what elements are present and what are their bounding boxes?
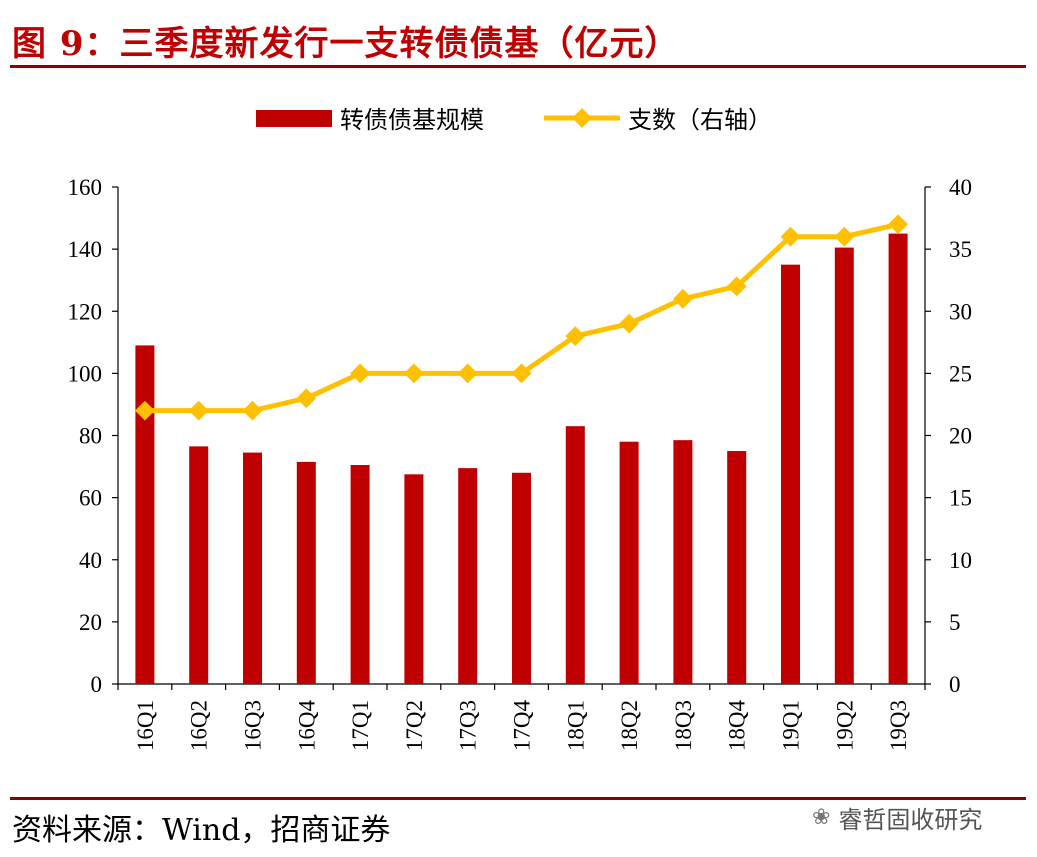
line-point [619, 313, 639, 334]
bar [404, 474, 424, 684]
y-tick-label: 80 [79, 424, 102, 449]
bar [781, 264, 800, 684]
y2-tick-label: 0 [949, 672, 961, 697]
y-tick-label: 120 [68, 299, 103, 324]
y-tick-label: 60 [79, 486, 102, 511]
x-tick-label: 16Q3 [241, 700, 266, 751]
bar [458, 468, 478, 684]
y-tick-label: 140 [68, 237, 103, 262]
x-tick-label: 16Q1 [133, 700, 158, 751]
legend-line-label: 支数（右轴） [628, 106, 772, 134]
x-tick-label: 17Q3 [456, 700, 481, 751]
y-tick-label: 160 [68, 175, 103, 200]
top-rule [10, 65, 1026, 68]
bottom-rule [10, 797, 1026, 800]
axes: 0 20 40 60 80 100 120 140 160 0 5 10 15 20 25 30 35 40 [68, 175, 973, 697]
legend-line-marker [572, 108, 592, 128]
y-tick-label: 20 [79, 610, 102, 635]
legend: 转债债基规模 支数（右轴） [256, 106, 772, 134]
x-tick-label: 16Q4 [294, 700, 319, 752]
bar [888, 233, 908, 684]
y-tick-label: 0 [91, 672, 103, 697]
figure-title: 图 9：三季度新发行一支转债债基（亿元） [12, 24, 680, 64]
x-tick-label: 16Q2 [187, 700, 212, 751]
line-point [726, 276, 747, 297]
line-point [404, 363, 424, 384]
line-point [242, 400, 263, 421]
line-point [834, 226, 855, 247]
line-point [673, 288, 693, 309]
line-point [888, 214, 908, 235]
wechat-icon: ❀ [812, 805, 831, 830]
bar [189, 446, 209, 684]
line-point [188, 400, 209, 421]
x-tick-label: 19Q2 [832, 700, 857, 751]
bar [619, 441, 639, 684]
watermark: ❀ 睿哲固收研究 [812, 800, 982, 835]
line-point [511, 363, 532, 384]
y-tick-label: 40 [79, 548, 102, 573]
bar [135, 345, 155, 684]
watermark-text: 睿哲固收研究 [838, 806, 983, 834]
bar [350, 465, 370, 684]
x-tick-label: 18Q3 [671, 700, 696, 751]
line-point [135, 400, 155, 421]
y2-tick-label: 5 [949, 610, 961, 635]
line-series [135, 214, 908, 421]
y2-tick-label: 15 [949, 486, 972, 511]
bar [243, 452, 262, 684]
bar [727, 451, 747, 684]
source-note: 资料来源：Wind，招商证券 [12, 813, 391, 848]
x-tick-label: 18Q4 [725, 700, 750, 752]
bar [673, 440, 693, 684]
y2-tick-label: 30 [949, 299, 972, 324]
x-tick-label: 19Q1 [779, 700, 804, 751]
x-tick-label: 18Q2 [617, 700, 642, 751]
x-tick-label: 18Q1 [563, 700, 588, 751]
line-point [457, 363, 478, 384]
line-point [565, 326, 586, 346]
y2-tick-label: 10 [949, 548, 972, 573]
y2-tick-label: 35 [949, 237, 972, 262]
y-tick-label: 100 [68, 361, 103, 386]
x-tick-labels: 16Q1 16Q2 16Q3 16Q4 17Q1 17Q2 17Q3 17Q4 18Q1 18Q2… [133, 700, 911, 752]
bar [296, 461, 316, 684]
legend-bar-swatch [256, 110, 332, 127]
bar [834, 247, 854, 684]
x-tick-label: 17Q4 [510, 700, 535, 752]
y2-tick-label: 40 [949, 175, 972, 200]
x-tick-label: 17Q1 [348, 700, 373, 751]
bar [565, 426, 585, 684]
line-point [350, 363, 370, 384]
y2-tick-label: 20 [949, 424, 972, 449]
legend-bar-label: 转债债基规模 [340, 106, 484, 134]
x-tick-label: 17Q2 [402, 700, 427, 751]
bar [512, 472, 531, 684]
x-tick-label: 19Q3 [886, 700, 911, 751]
line-point [296, 388, 317, 409]
y2-tick-label: 25 [949, 361, 972, 386]
bars [135, 233, 908, 684]
